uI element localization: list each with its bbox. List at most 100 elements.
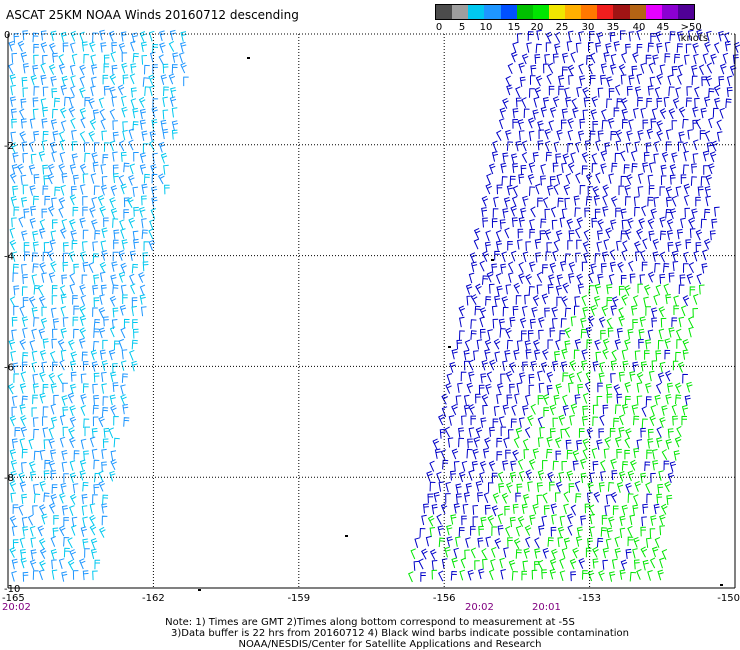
wind-barb	[31, 328, 37, 340]
wind-barb	[570, 504, 577, 516]
wind-barb	[671, 120, 678, 130]
wind-barb	[549, 481, 555, 492]
wind-barb	[538, 525, 545, 536]
wind-barb	[504, 350, 511, 361]
wind-barb	[618, 371, 625, 382]
wind-barb	[481, 207, 488, 218]
wind-barb	[533, 96, 539, 108]
wind-barb	[512, 185, 519, 197]
wind-barb	[62, 317, 69, 328]
wind-barb	[588, 42, 594, 52]
wind-barb	[658, 470, 664, 481]
wind-barb	[640, 62, 646, 74]
wind-barb	[500, 162, 507, 174]
wind-barb	[43, 242, 50, 252]
wind-barb	[466, 448, 473, 459]
wind-barb	[640, 250, 646, 262]
wind-barb	[69, 283, 75, 295]
wind-barb	[513, 349, 520, 361]
wind-barb	[525, 349, 532, 360]
wind-barb	[602, 184, 609, 196]
wind-barb	[10, 470, 17, 482]
wind-barb	[671, 66, 678, 76]
wind-barb	[654, 86, 661, 98]
wind-barb	[50, 383, 57, 394]
wind-barb	[510, 250, 517, 262]
wind-barb	[625, 196, 631, 206]
wind-barb	[534, 54, 541, 64]
wind-barb	[570, 571, 577, 582]
wind-barb	[152, 98, 159, 108]
wind-barb	[631, 65, 638, 76]
wind-barb	[91, 219, 98, 230]
wind-barb	[111, 64, 118, 76]
wind-barb	[663, 96, 670, 107]
wind-barb	[117, 84, 125, 96]
wind-barb	[521, 503, 528, 514]
wind-barb	[610, 491, 618, 503]
wind-barb	[70, 75, 76, 86]
wind-barb	[512, 503, 519, 514]
wind-barb	[92, 340, 100, 351]
wind-barb	[683, 251, 689, 263]
wind-barb	[133, 238, 139, 250]
wind-barb	[9, 415, 17, 427]
wind-barb	[79, 217, 86, 229]
wind-barb	[69, 437, 76, 449]
wind-barb	[564, 253, 571, 263]
wind-barb	[50, 535, 56, 547]
wind-barb	[636, 73, 643, 85]
wind-barb	[600, 330, 606, 340]
wind-barb	[21, 141, 28, 152]
wind-barb	[499, 557, 505, 569]
wind-barb	[460, 371, 467, 382]
wind-barb	[470, 415, 476, 426]
wind-barb	[127, 196, 134, 208]
wind-barb	[517, 119, 524, 130]
wind-barb	[49, 42, 56, 54]
wind-barb	[19, 438, 26, 449]
wind-barb	[148, 30, 155, 42]
wind-barb	[649, 528, 656, 538]
wind-barb	[111, 96, 117, 107]
wind-barb	[102, 339, 108, 350]
wind-barb	[40, 62, 46, 74]
wind-barb	[527, 481, 533, 492]
wind-barb	[513, 282, 521, 294]
wind-barb	[614, 84, 621, 96]
wind-barb	[79, 87, 86, 99]
wind-barb	[71, 129, 77, 141]
wind-barb	[633, 107, 639, 119]
wind-barb	[143, 241, 150, 251]
y-tick-label: -8	[4, 473, 14, 484]
wind-barb	[52, 130, 59, 142]
wind-barb	[703, 165, 709, 175]
note-line-2: 3)Data buffer is 22 hrs from 20160712 4)…	[171, 628, 629, 639]
wind-barb	[131, 339, 138, 350]
wind-barb	[532, 109, 539, 120]
wind-barb	[531, 569, 538, 580]
wind-barb	[591, 96, 598, 107]
wind-barb	[79, 327, 86, 339]
wind-barb	[120, 151, 127, 162]
wind-barb	[69, 405, 76, 417]
wind-barb	[631, 163, 638, 173]
wind-barb	[120, 394, 127, 406]
wind-barb	[622, 240, 628, 252]
wind-barb	[534, 537, 540, 549]
wind-barb	[13, 373, 20, 383]
wind-barb	[669, 208, 677, 219]
wind-barb	[614, 339, 621, 350]
wind-barb	[476, 339, 483, 350]
wind-barb	[113, 340, 120, 351]
wind-barb	[516, 33, 523, 43]
wind-barb	[676, 229, 683, 240]
wind-barb	[600, 527, 607, 537]
wind-barb	[599, 361, 605, 373]
wind-barb	[639, 316, 646, 328]
wind-barb	[89, 41, 96, 53]
wind-barb	[8, 339, 16, 350]
wind-barb	[541, 293, 549, 305]
wind-barb	[606, 76, 613, 88]
wind-barb	[20, 52, 27, 63]
